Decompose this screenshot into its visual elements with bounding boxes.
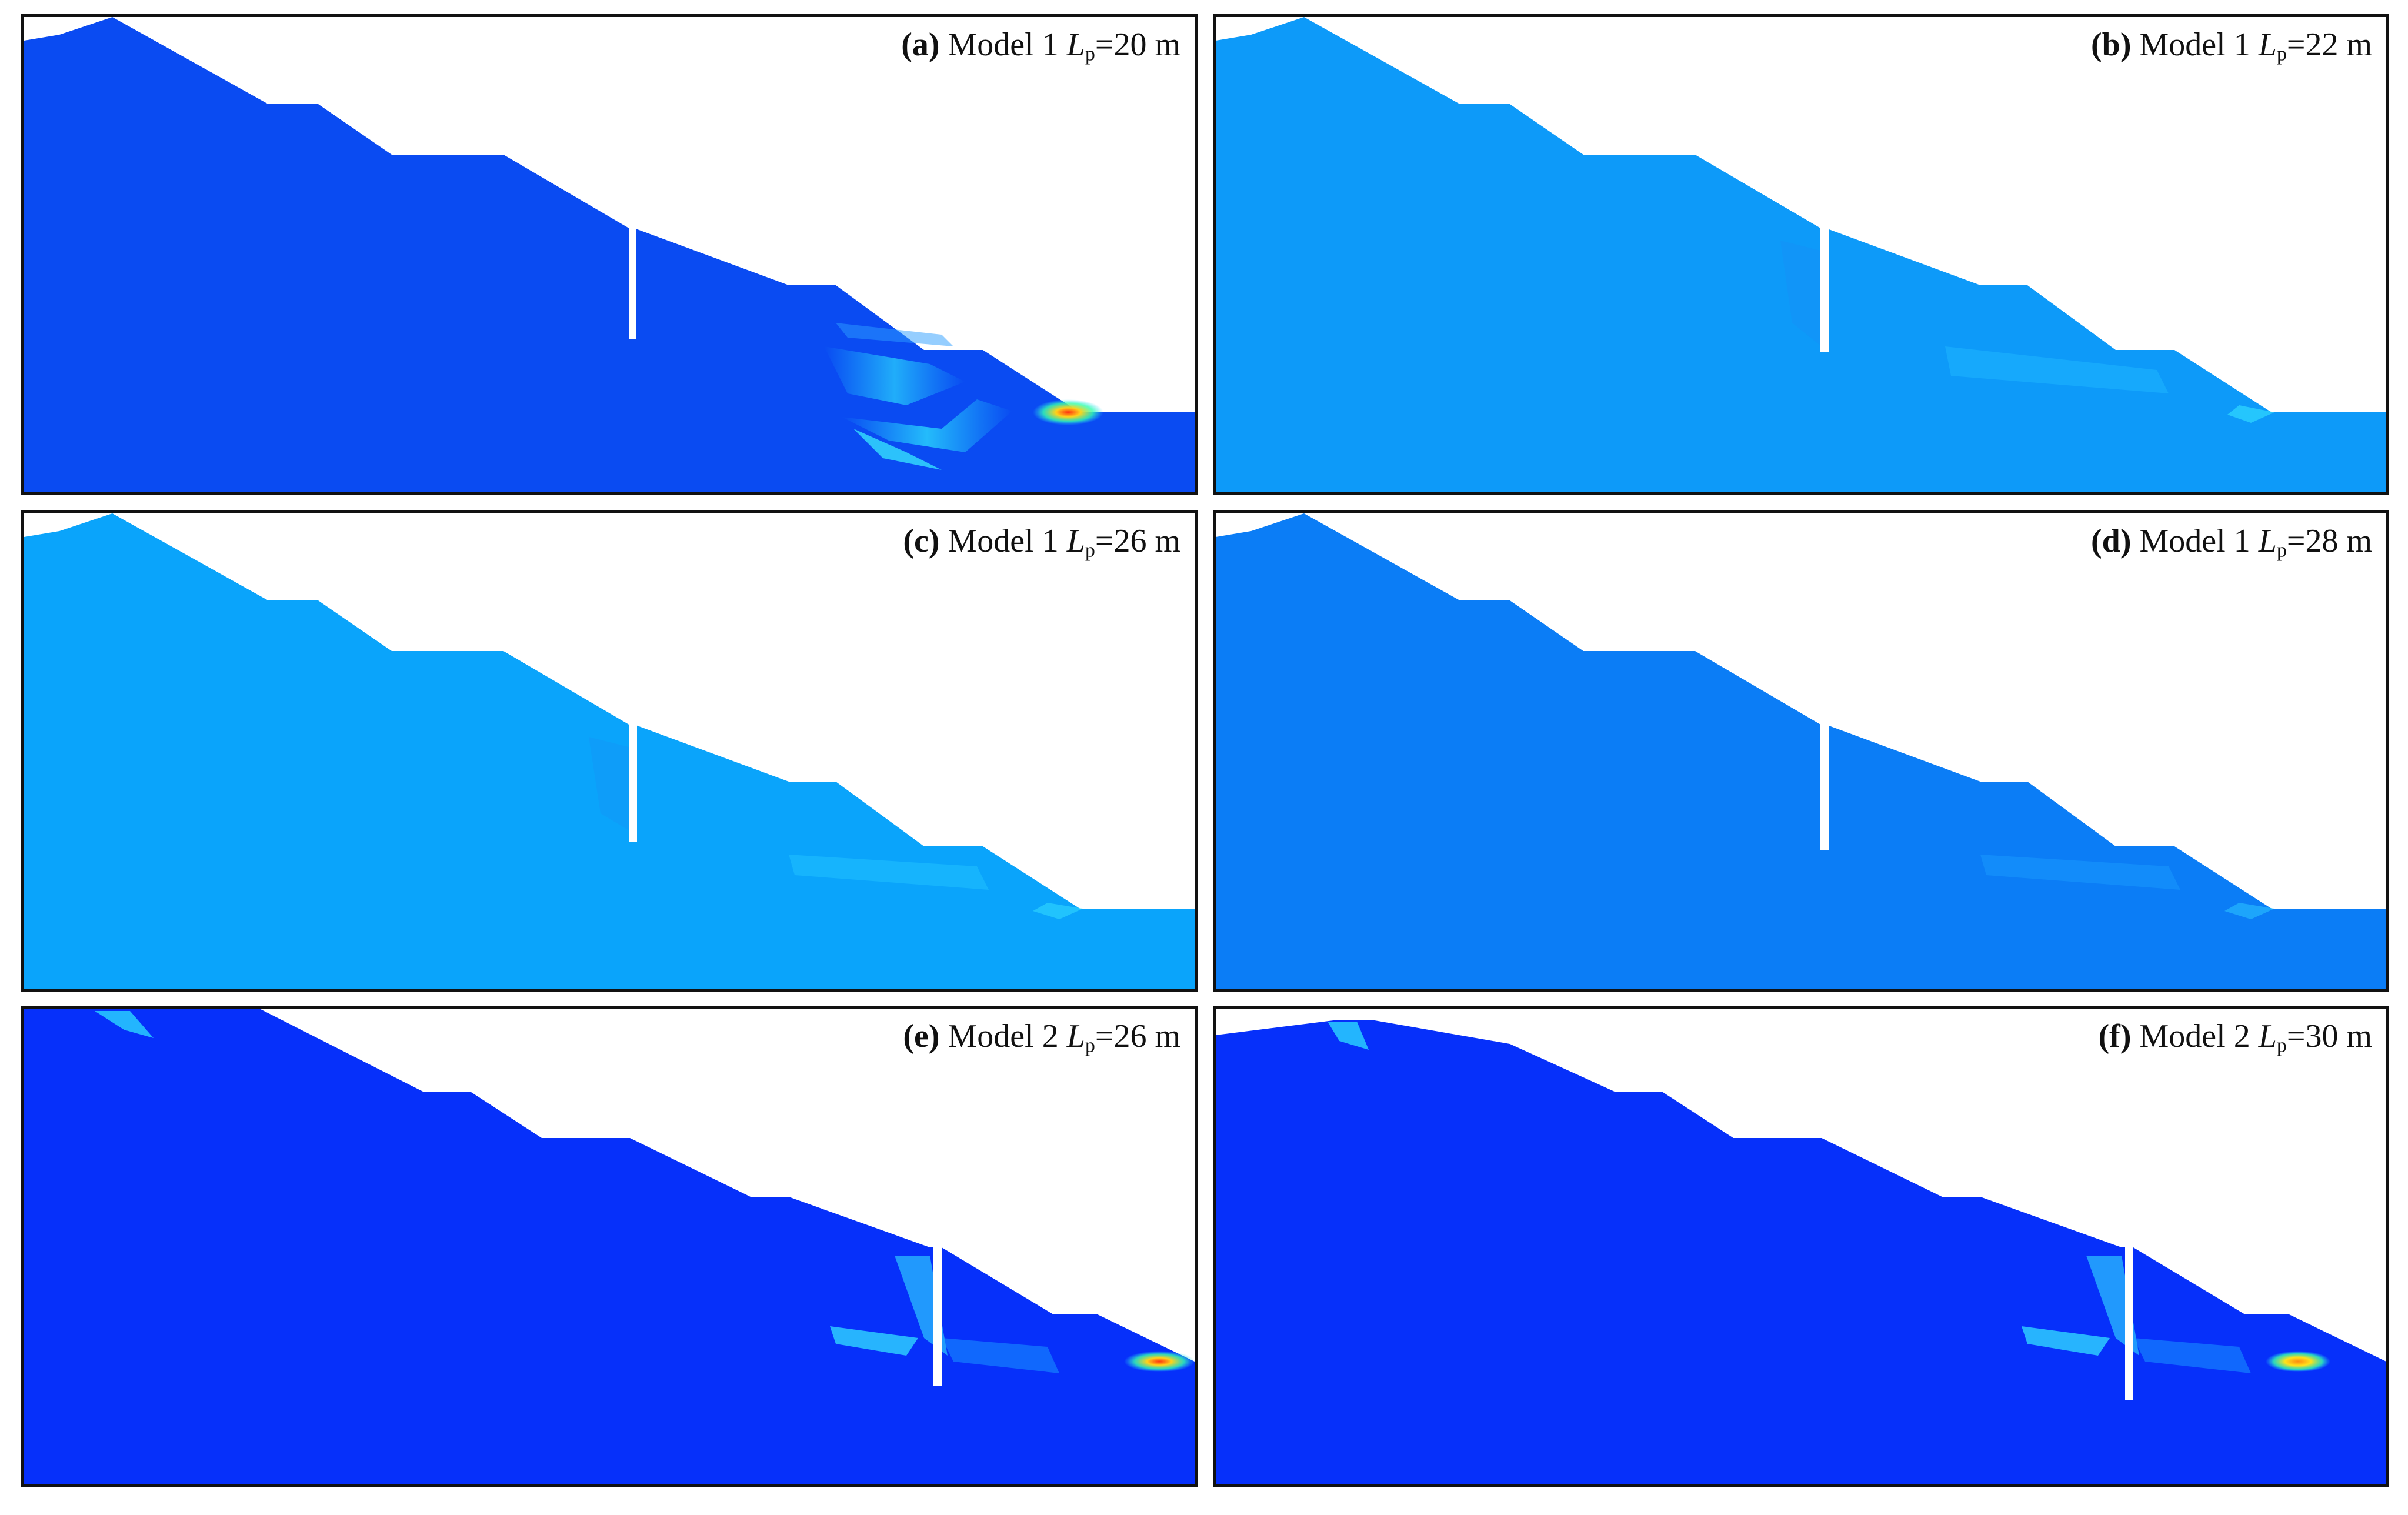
panel-letter: (f) (2098, 1018, 2132, 1055)
pile-length-value: =26 m (1095, 523, 1180, 559)
model-name: Model 1 (948, 523, 1059, 559)
anti-slide-pile (933, 1247, 942, 1386)
pile-length-subscript: p (1085, 43, 1095, 65)
pile-length-value: =20 m (1095, 26, 1180, 63)
panel-caption: (e) Model 2 Lp=26 m (903, 1017, 1180, 1058)
pile-length-subscript: p (2276, 43, 2287, 65)
pile-length-subscript: p (2276, 1035, 2287, 1057)
pile-length-symbol: L (1066, 523, 1085, 559)
pile-length-value: =28 m (2286, 523, 2372, 559)
pile-length-subscript: p (1085, 1035, 1095, 1057)
anti-slide-pile (1820, 223, 1829, 352)
pile-length-value: =26 m (1095, 1018, 1180, 1055)
pile-length-symbol: L (2258, 1018, 2277, 1055)
panel-caption: (c) Model 1 Lp=26 m (903, 522, 1180, 563)
pile-length-symbol: L (2258, 523, 2277, 559)
slope-contour-plot (24, 1009, 1195, 1484)
slope-contour-plot (1216, 513, 2386, 989)
panel-letter: (b) (2091, 26, 2132, 63)
panel-caption: (a) Model 1 Lp=20 m (901, 25, 1180, 66)
model-name: Model 1 (948, 26, 1059, 63)
slope-contour-plot (1216, 17, 2386, 492)
model-name: Model 2 (948, 1018, 1059, 1055)
panel-caption: (f) Model 2 Lp=30 m (2099, 1017, 2372, 1058)
slope-ground (24, 1009, 1195, 1484)
slope-contour-plot (1216, 1020, 2386, 1484)
panel-b: (b) Model 1 Lp=22 m (1213, 14, 2389, 495)
slope-ground (24, 17, 1195, 492)
panel-letter: (d) (2091, 523, 2132, 559)
panel-caption: (b) Model 1 Lp=22 m (2091, 25, 2372, 66)
panel-letter: (e) (903, 1018, 940, 1055)
panel-e: (e) Model 2 Lp=26 m (21, 1006, 1198, 1487)
model-name: Model 2 (2139, 1018, 2250, 1055)
anti-slide-pile (1820, 719, 1829, 850)
panel-caption: (d) Model 1 Lp=28 m (2091, 522, 2372, 563)
model-name: Model 1 (2139, 523, 2250, 559)
slope-contour-plot (24, 513, 1195, 989)
pile-length-subscript: p (1085, 539, 1095, 562)
slope-contour-plot (24, 17, 1195, 492)
panel-letter: (a) (901, 26, 940, 63)
pile-length-subscript: p (2276, 539, 2287, 562)
panel-d: (d) Model 1 Lp=28 m (1213, 510, 2389, 992)
anti-slide-pile (629, 719, 637, 842)
pile-length-symbol: L (1066, 26, 1085, 63)
anti-slide-pile (629, 223, 636, 339)
model-name: Model 1 (2139, 26, 2250, 63)
slope-ground (1216, 1020, 2386, 1484)
slope-ground (1216, 513, 2386, 989)
panel-a: (a) Model 1 Lp=20 m (21, 14, 1198, 495)
panel-f: (f) Model 2 Lp=30 m (1213, 1006, 2389, 1487)
pile-length-symbol: L (2258, 26, 2277, 63)
pile-length-value: =30 m (2286, 1018, 2372, 1055)
pile-length-value: =22 m (2286, 26, 2372, 63)
panel-c: (c) Model 1 Lp=26 m (21, 510, 1198, 992)
pile-length-symbol: L (1066, 1018, 1085, 1055)
panel-letter: (c) (903, 523, 940, 559)
anti-slide-pile (2125, 1247, 2133, 1400)
